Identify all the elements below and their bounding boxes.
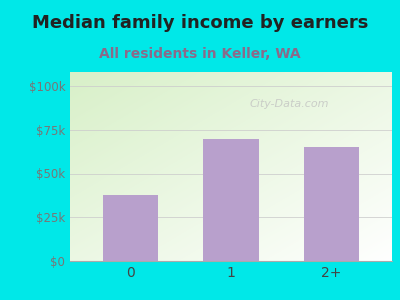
Text: City-Data.com: City-Data.com — [249, 99, 329, 109]
Bar — [103, 194, 158, 261]
Text: All residents in Keller, WA: All residents in Keller, WA — [99, 46, 301, 61]
Text: Median family income by earners: Median family income by earners — [32, 14, 368, 32]
Bar — [203, 139, 259, 261]
Bar — [304, 147, 359, 261]
